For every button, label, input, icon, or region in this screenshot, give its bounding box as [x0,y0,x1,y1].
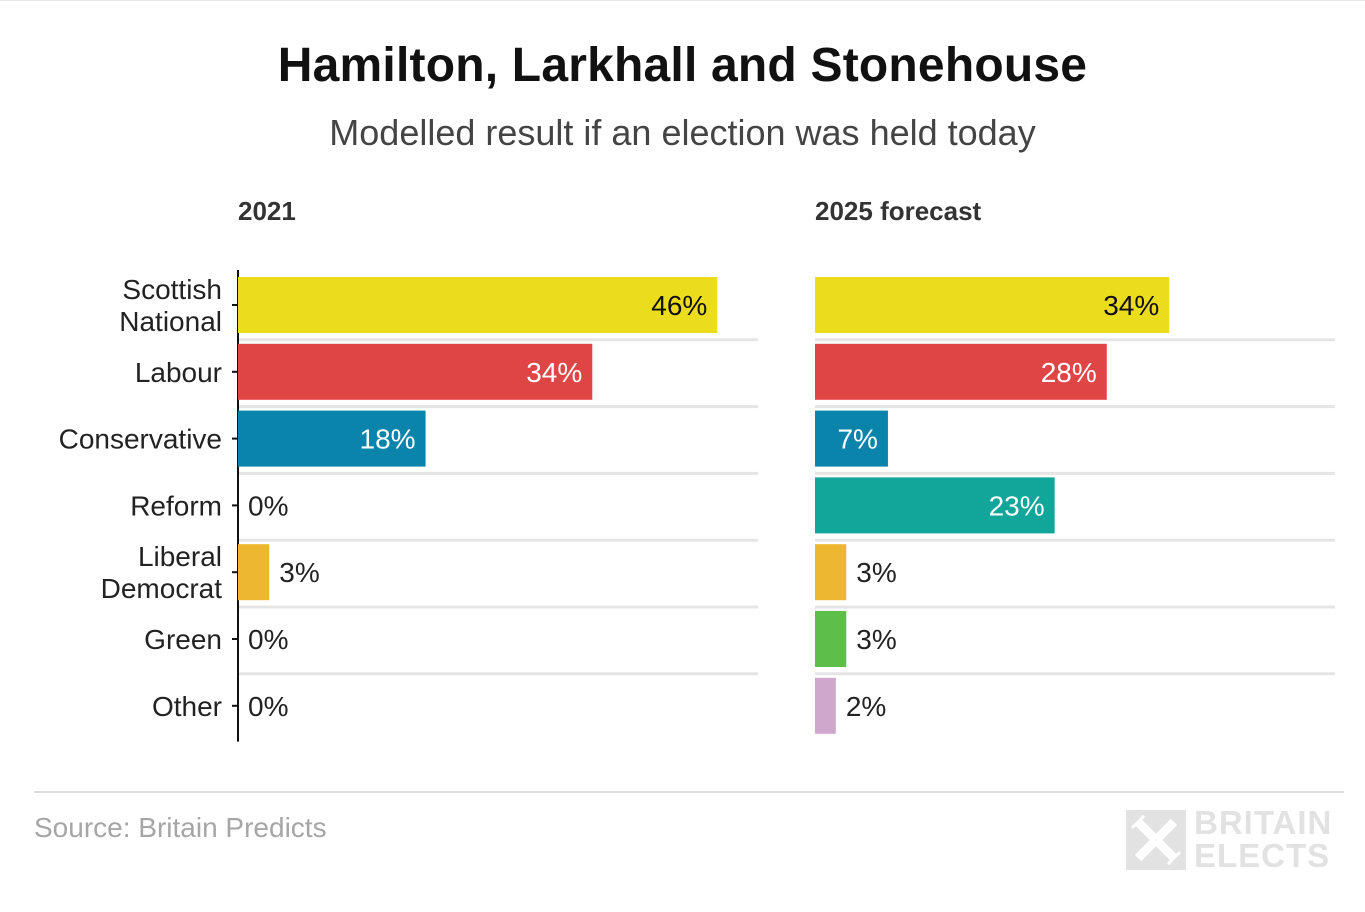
data-label: 28% [1041,357,1097,388]
data-label: 3% [856,624,896,655]
source-note: Source: Britain Predicts [34,812,327,843]
category-label: Other [152,691,222,722]
data-label: 3% [279,557,319,588]
category-label: Scottish [122,274,222,305]
bar-conservative [238,410,426,467]
bar-labour [815,343,1107,400]
data-label: 46% [651,290,707,321]
bar-green [815,611,847,667]
top-rule [0,0,1365,1]
data-label: 0% [248,490,288,521]
logo-line-2: ELECTS [1194,837,1331,874]
data-label: 7% [837,424,877,455]
bar-other [815,677,836,734]
data-label: 0% [248,691,288,722]
data-label: 23% [989,490,1045,521]
bar-conservative [815,410,888,467]
chart-subtitle: Modelled result if an election was held … [329,112,1036,153]
category-label: Reform [130,490,222,521]
bar-labour [238,343,593,400]
category-label: Liberal [138,541,222,572]
bar-reform [815,477,1055,534]
data-label: 0% [248,624,288,655]
data-label: 34% [526,357,582,388]
category-label: National [119,306,222,337]
data-label: 3% [856,557,896,588]
chart-title: Hamilton, Larkhall and Stonehouse [277,39,1088,92]
category-label: Democrat [101,573,223,604]
panel-title: 2025 forecast [815,196,982,226]
data-label: 34% [1103,290,1159,321]
bar-liberal-democrat [238,544,270,601]
logo-wordmark: BRITAIN ELECTS [1194,806,1332,872]
panel-title: 2021 [238,196,296,226]
category-label: Conservative [59,424,222,455]
footer-rule [34,791,1344,793]
data-label: 2% [846,691,886,722]
logo-line-1: BRITAIN [1194,804,1333,841]
bar-scottish-national [815,277,1170,333]
bar-scottish-national [238,277,718,333]
category-label: Labour [135,357,222,388]
britain-elects-logo: BRITAIN ELECTS [1124,806,1346,874]
data-label: 18% [360,424,416,455]
category-label: Green [144,624,222,655]
bar-liberal-democrat [815,544,847,601]
ballot-cross-icon [1126,810,1186,870]
